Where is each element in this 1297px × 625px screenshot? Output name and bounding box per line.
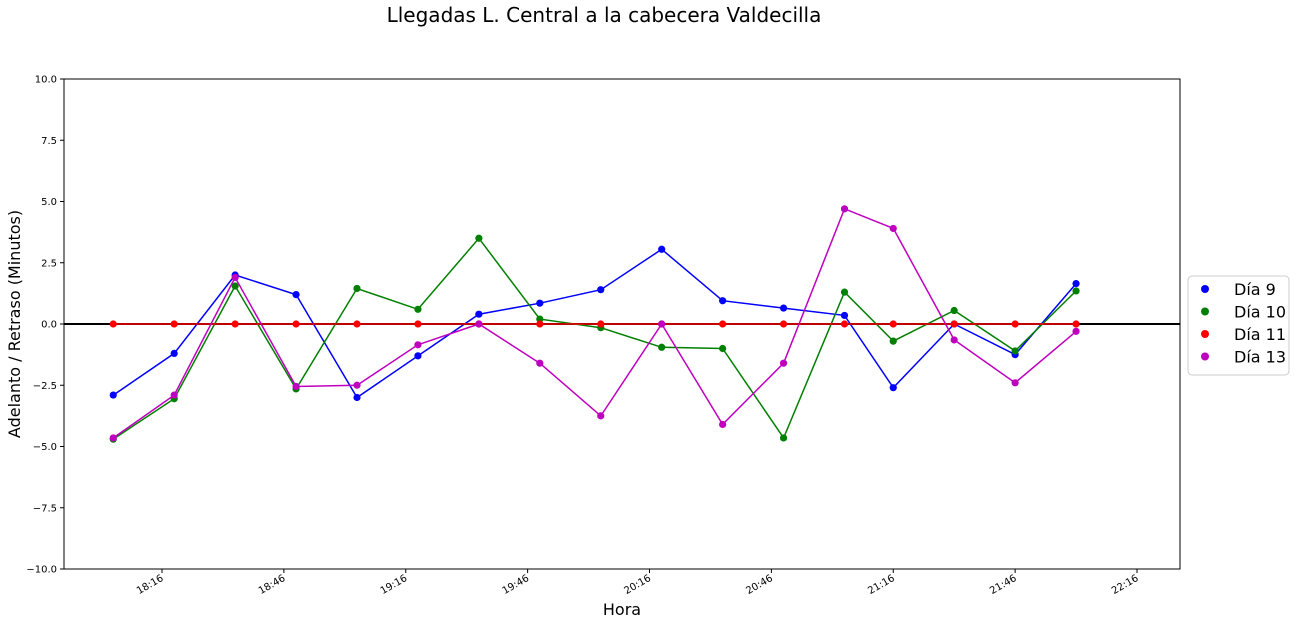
legend: Día 9 Día 10 Día 11 Día 13 — [1187, 275, 1290, 376]
series-point — [353, 320, 361, 328]
series-point — [719, 297, 727, 305]
x-tick-label: 20:16 — [623, 573, 653, 597]
chart-title: Llegadas L. Central a la cabecera Valdec… — [387, 3, 822, 27]
legend-marker — [1201, 330, 1209, 338]
series-point — [889, 320, 897, 328]
series-point — [889, 384, 897, 392]
series-point — [658, 245, 666, 253]
series-point — [536, 320, 544, 328]
series-point — [475, 320, 483, 328]
x-tick-label: 18:16 — [135, 573, 165, 597]
series-point — [597, 412, 605, 420]
series-point — [109, 391, 117, 399]
x-axis: 18:16 18:46 19:16 19:46 20:16 20:46 21:16 21:46… — [135, 569, 1141, 597]
y-axis: −10.0 −7.5 −5.0 −2.5 0.0 2.5 5.0 7.5 10.0 — [26, 75, 64, 576]
series-point — [292, 320, 300, 328]
series-point — [292, 382, 300, 391]
series-point — [231, 282, 239, 290]
series-point — [170, 349, 178, 357]
series-point — [109, 320, 117, 328]
series-point — [109, 434, 117, 442]
y-axis-label: Adelanto / Retraso (Minutos) — [5, 210, 24, 438]
series-point — [840, 205, 849, 213]
legend-marker — [1201, 307, 1209, 316]
y-tick-label: −2.5 — [33, 381, 57, 392]
y-tick-label: −5.0 — [33, 442, 57, 453]
series-point — [353, 381, 361, 389]
series-point — [950, 320, 958, 328]
series-point — [719, 320, 727, 328]
series-point — [414, 305, 422, 313]
legend-marker — [1201, 352, 1209, 361]
series-point — [658, 320, 666, 328]
x-axis-label: Hora — [603, 600, 641, 619]
legend-label: Día 13 — [1234, 348, 1286, 367]
series-point — [292, 291, 300, 299]
y-tick-label: −10.0 — [26, 565, 57, 576]
x-tick-label: 19:46 — [501, 573, 531, 597]
series-point — [597, 320, 605, 328]
series-point — [779, 359, 788, 367]
series-point — [597, 286, 605, 294]
series-point — [414, 341, 422, 349]
series-point — [170, 391, 178, 399]
series-point — [950, 306, 958, 315]
legend-label: Día 9 — [1234, 280, 1276, 299]
y-tick-label: 5.0 — [41, 197, 57, 208]
series-point — [1011, 320, 1019, 328]
y-tick-label: 10.0 — [35, 75, 57, 86]
series-point — [779, 320, 788, 328]
series-point — [231, 320, 239, 328]
series-point — [840, 311, 849, 320]
series-point — [1072, 320, 1080, 328]
legend-marker — [1201, 285, 1209, 293]
y-tick-label: 0.0 — [41, 320, 57, 331]
series-point — [889, 337, 897, 345]
x-tick-label: 20:46 — [744, 573, 774, 597]
legend-label: Día 11 — [1234, 325, 1286, 344]
series-point — [779, 434, 788, 442]
series-point — [536, 299, 544, 307]
series-point — [414, 320, 422, 328]
series-point — [658, 343, 666, 351]
series-point — [889, 224, 897, 233]
y-tick-label: 2.5 — [41, 258, 57, 269]
series-point — [719, 420, 727, 429]
series-point — [840, 320, 849, 328]
y-tick-label: −7.5 — [33, 503, 57, 514]
series-point — [536, 359, 544, 367]
y-tick-label: 7.5 — [41, 136, 57, 147]
x-tick-label: 18:46 — [257, 573, 287, 597]
series-point — [414, 352, 422, 360]
series-point — [719, 344, 727, 353]
legend-label: Día 10 — [1234, 303, 1286, 322]
x-tick-label: 21:46 — [988, 573, 1018, 597]
legend-box — [1187, 275, 1290, 376]
x-tick-label: 21:16 — [866, 573, 896, 597]
series-point — [1072, 279, 1080, 288]
series-point — [779, 304, 788, 312]
series-point — [1011, 347, 1019, 355]
series-point — [950, 336, 958, 344]
series-point — [1072, 287, 1080, 295]
series-layer — [109, 205, 1080, 443]
series-point — [170, 320, 178, 328]
series-point — [840, 288, 849, 296]
series-point — [475, 310, 483, 318]
series-point — [1011, 379, 1019, 387]
series-point — [1072, 327, 1080, 335]
x-tick-label: 22:16 — [1110, 573, 1140, 597]
x-tick-label: 19:16 — [379, 573, 409, 597]
series-point — [353, 393, 361, 402]
series-point — [353, 284, 361, 293]
series-point — [231, 273, 239, 282]
series-point — [475, 234, 483, 242]
